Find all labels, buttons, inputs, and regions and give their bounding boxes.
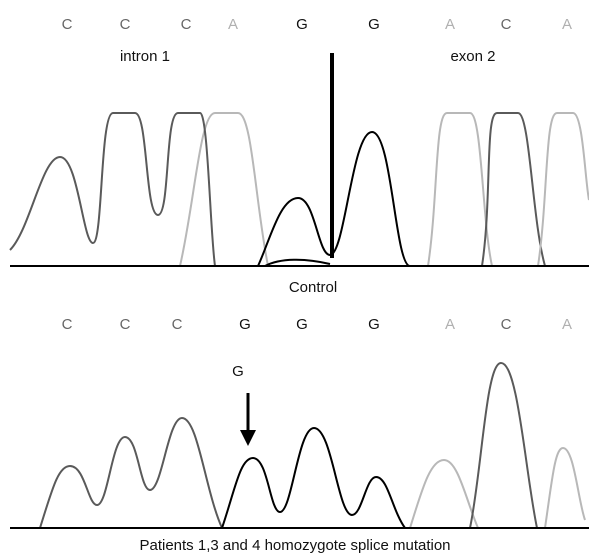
patient-bases: C C C G G G A C A <box>62 316 572 333</box>
base: C <box>62 316 73 333</box>
base: A <box>562 16 572 33</box>
base: A <box>445 16 455 33</box>
trace-a <box>538 113 589 266</box>
base: C <box>172 316 183 333</box>
region-label: intron 1 <box>120 48 170 65</box>
base: A <box>445 316 455 333</box>
trace-a <box>410 460 478 528</box>
base: A <box>228 16 238 33</box>
base: C <box>120 16 131 33</box>
mutation-arrowhead <box>240 430 256 446</box>
trace-c <box>482 113 545 266</box>
mutation-label: G <box>232 363 244 380</box>
base: C <box>181 16 192 33</box>
trace-a <box>180 113 268 266</box>
base: G <box>296 316 308 333</box>
chromatogram-figure: C C C A G G A C A intron 1 exon 2 Contro… <box>0 0 589 556</box>
panel-caption: Patients 1,3 and 4 homozygote splice mut… <box>139 537 450 554</box>
base: G <box>239 316 251 333</box>
trace-a <box>545 448 585 528</box>
base: C <box>501 316 512 333</box>
trace-c <box>40 418 222 528</box>
base: G <box>296 16 308 33</box>
base: C <box>120 316 131 333</box>
base: G <box>368 16 380 33</box>
region-label: exon 2 <box>450 48 495 65</box>
trace-c <box>470 363 537 528</box>
panel-caption: Control <box>289 279 337 296</box>
base: C <box>501 16 512 33</box>
base: A <box>562 316 572 333</box>
control-bases: C C C A G G A C A <box>62 16 572 33</box>
base: G <box>368 316 380 333</box>
base: C <box>62 16 73 33</box>
trace-a <box>428 113 492 266</box>
